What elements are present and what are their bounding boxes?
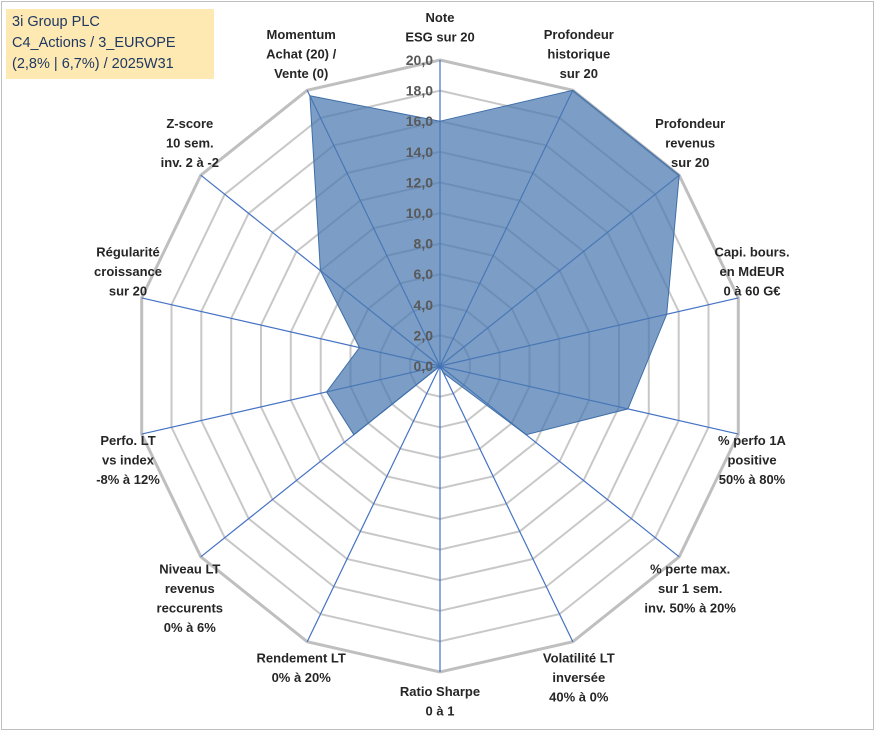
radial-tick-label: 18,0 [406,83,433,99]
category-label-line: revenus [165,581,215,596]
category-label: Volatilité LT inversée 40% à 0% [543,650,615,704]
category-label-line: Profondeur [544,27,614,42]
category-label-line: % perte max. [650,562,730,577]
category-label-line: sur 20 [560,66,598,81]
category-label-line: 0% à 20% [272,670,332,685]
category-label-line: historique [547,47,610,62]
category-label-line: Rendement LT [257,650,346,665]
category-label-line: 0% à 6% [164,620,216,635]
category-label-line: inv. 2 à -2 [161,155,219,170]
category-label-line: revenus [665,136,715,151]
category-label: Z-score 10 sem. inv. 2 à -2 [161,116,219,170]
radar-spoke [306,365,441,642]
category-path: C4_Actions / 3_EUROPE [12,35,176,51]
category-label-line: Ratio Sharpe [400,684,480,699]
category-label-line: -8% à 12% [96,472,160,487]
radial-tick-label: 0,0 [414,358,434,374]
radial-tick-label: 16,0 [406,113,433,129]
category-label: Momentum Achat (20) / Vente (0) [266,27,336,81]
category-label-line: Momentum [267,27,336,42]
category-label-line: ESG sur 20 [405,30,474,45]
category-label-line: positive [727,453,776,468]
category-label-line: vs index [102,453,155,468]
category-label: Niveau LT revenus reccurents 0% à 6% [157,562,223,636]
category-label-line: 10 sem. [166,136,214,151]
category-label-line: Volatilité LT [543,650,615,665]
radial-tick-label: 8,0 [414,236,434,252]
category-label-line: Z-score [166,116,213,131]
radial-tick-label: 6,0 [414,266,434,282]
radar-series-area [309,89,680,436]
category-label-line: Achat (20) / [266,47,336,62]
category-label: % perfo 1A positive 50% à 80% [718,433,787,487]
radar-spoke [439,365,574,642]
category-label-line: inv. 50% à 20% [644,601,736,616]
category-label: Ratio Sharpe 0 à 1 [400,684,480,719]
category-label-line: 40% à 0% [549,689,609,704]
category-label-line: Capi. bours. [714,244,789,259]
radial-tick-label: 10,0 [406,205,433,221]
radial-tick-label: 20,0 [406,52,433,68]
category-label-line: sur 20 [671,155,709,170]
category-label-line: Profondeur [655,116,725,131]
category-label-line: Niveau LT [159,562,220,577]
category-label-line: Note [426,10,455,25]
company-name: 3i Group PLC [12,14,100,30]
info-box: 3i Group PLC C4_Actions / 3_EUROPE (2,8%… [6,9,214,79]
category-label-line: sur 1 sem. [658,581,722,596]
category-label: Régularité croissance sur 20 [94,244,162,298]
category-label-line: en MdEUR [720,264,786,279]
category-label-line: croissance [94,264,162,279]
category-label-line: 0 à 1 [426,704,455,719]
category-label: Note ESG sur 20 [405,10,474,45]
radial-tick-label: 14,0 [406,144,433,160]
category-label-line: Perfo. LT [100,433,155,448]
category-label: Rendement LT 0% à 20% [257,650,346,685]
radial-tick-label: 4,0 [414,297,434,313]
category-label: Capi. bours. en MdEUR 0 à 60 G€ [714,244,789,298]
category-label: Perfo. LT vs index -8% à 12% [96,433,160,487]
stats-period: (2,8% | 6,7%) / 2025W31 [12,56,174,72]
category-label-line: inversée [552,670,605,685]
category-label: Profondeur revenus sur 20 [655,116,725,170]
category-label-line: sur 20 [109,283,147,298]
radial-tick-label: 12,0 [406,174,433,190]
category-label-line: 0 à 60 G€ [723,283,780,298]
category-label-line: reccurents [157,601,223,616]
category-label: % perte max. sur 1 sem. inv. 50% à 20% [644,562,736,616]
radial-tick-label: 2,0 [414,327,434,343]
category-label-line: Vente (0) [274,66,328,81]
category-label-line: Régularité [96,244,160,259]
category-label-line: % perfo 1A [718,433,787,448]
category-label: Profondeur historique sur 20 [544,27,614,81]
category-label-line: 50% à 80% [719,472,786,487]
